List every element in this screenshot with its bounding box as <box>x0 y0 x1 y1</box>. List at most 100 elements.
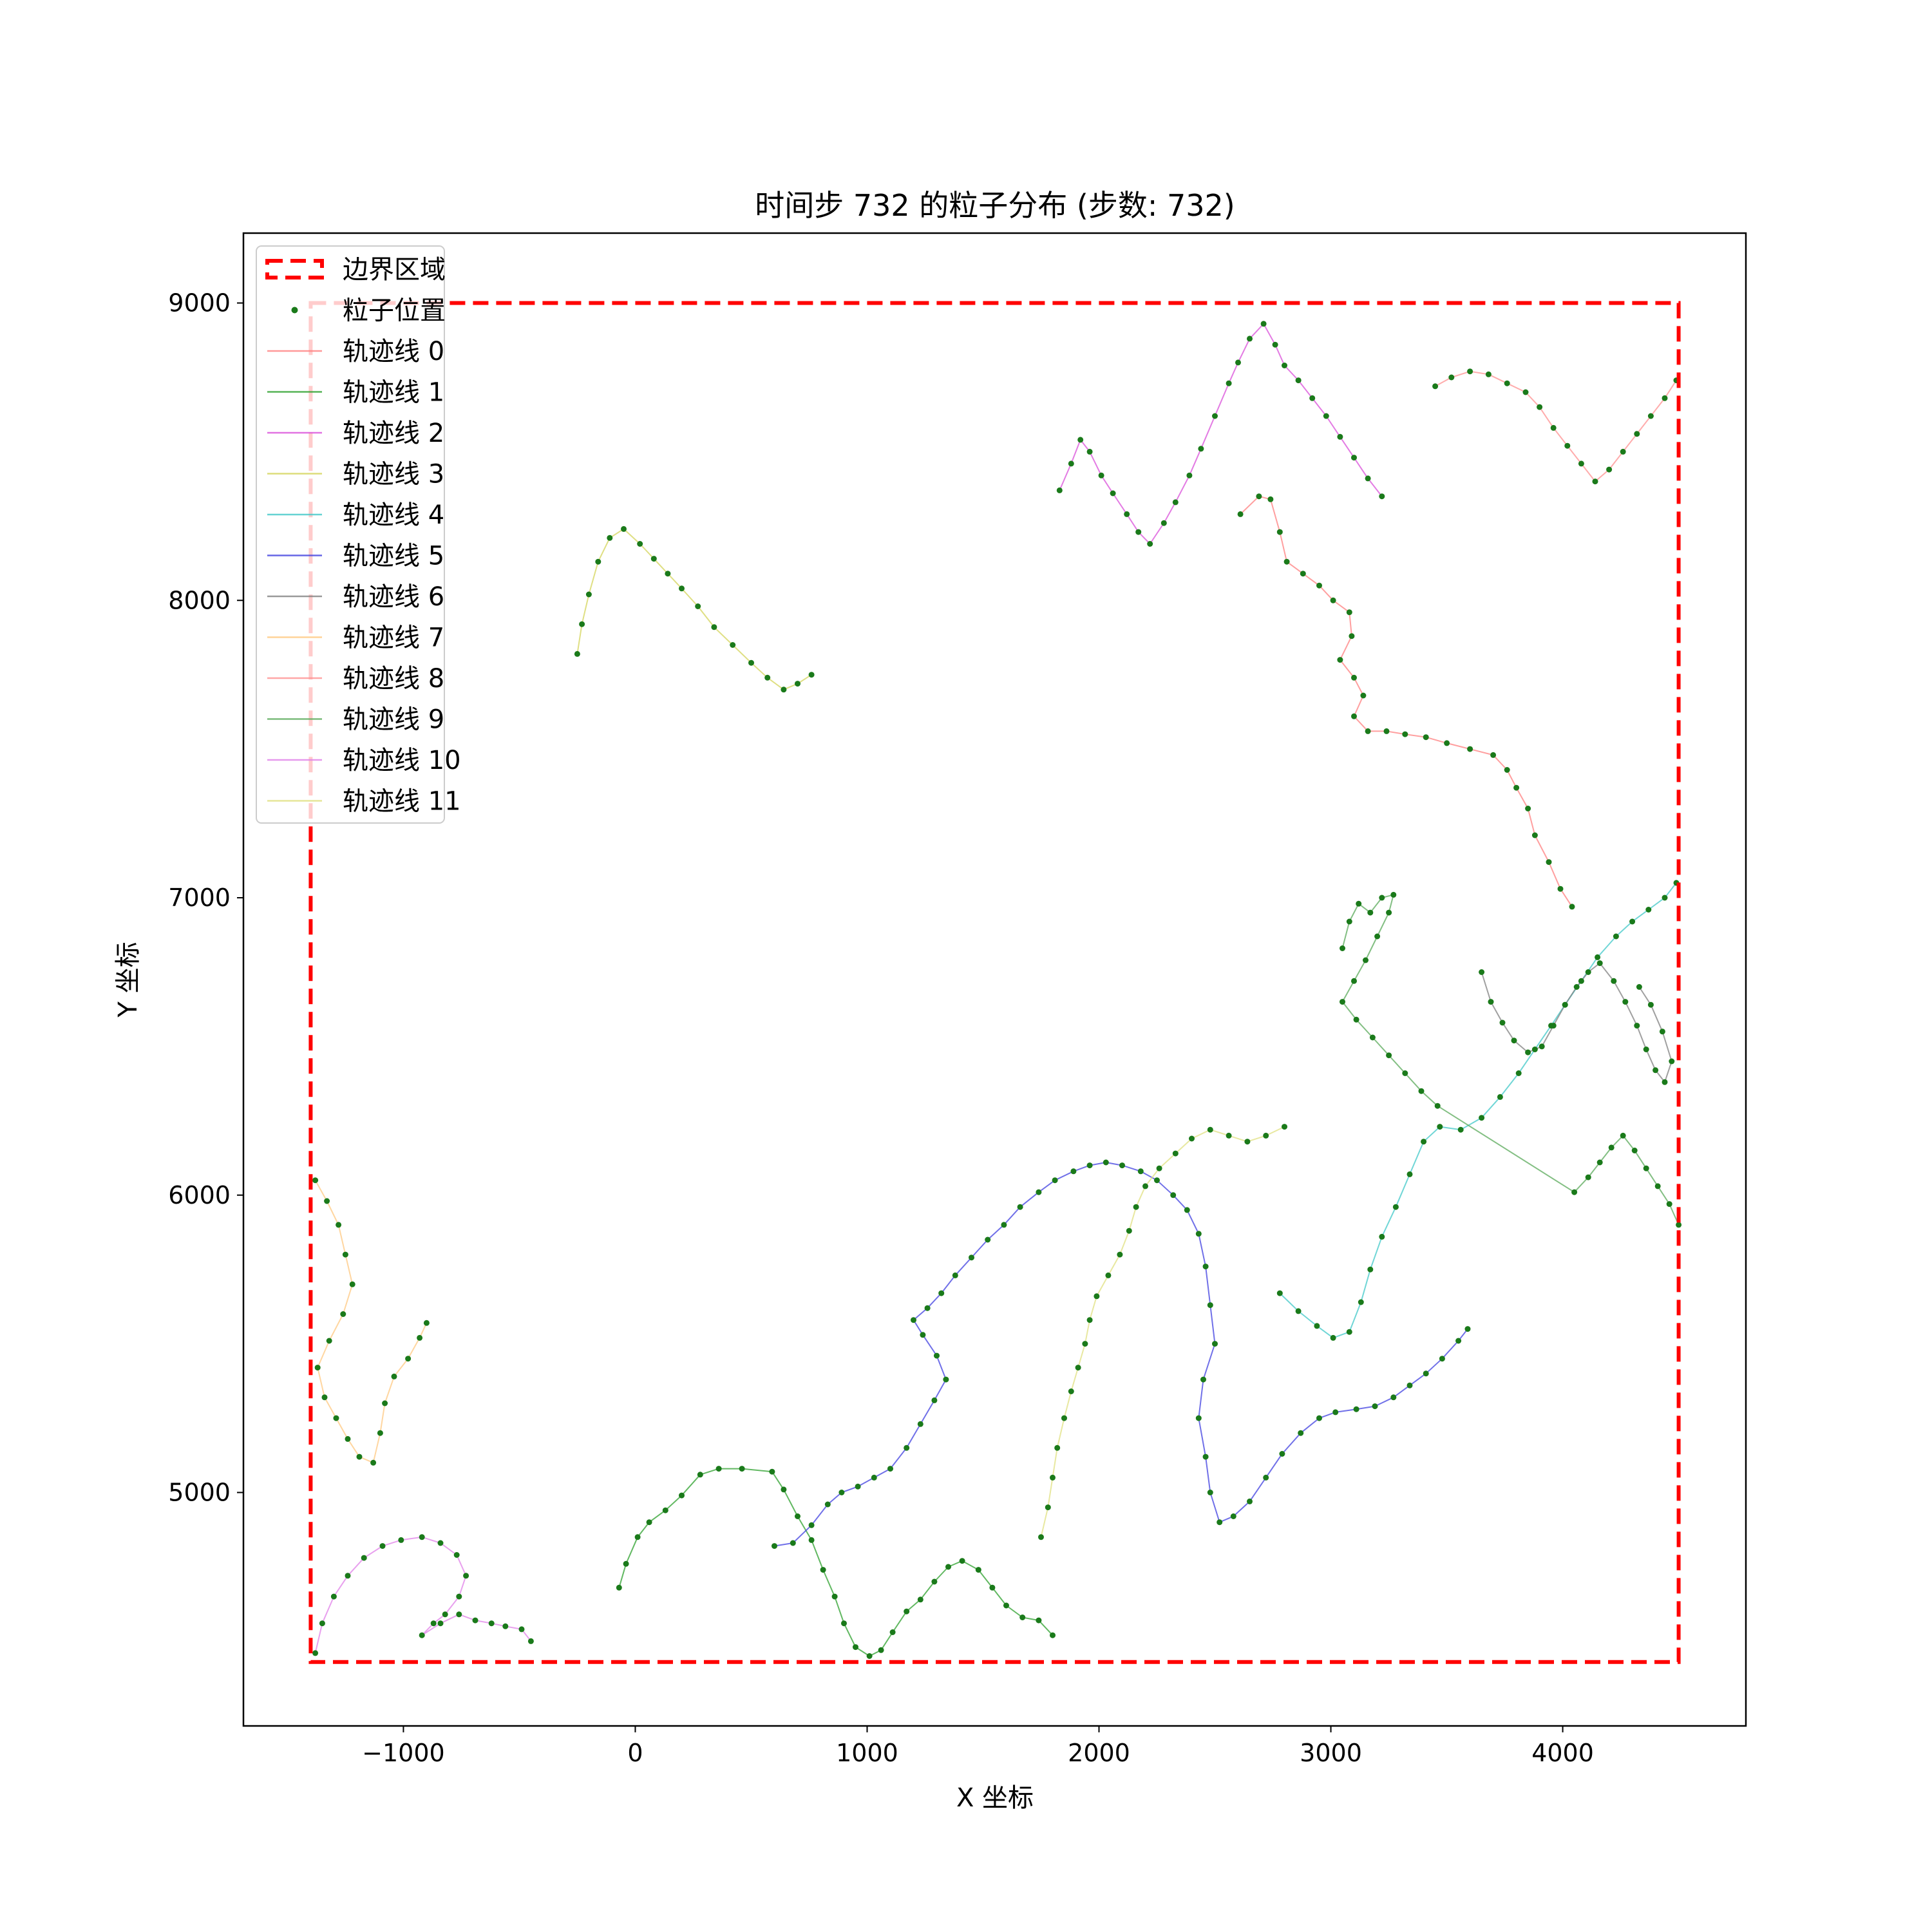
particle-point <box>1212 1341 1218 1347</box>
particle-point <box>333 1415 339 1421</box>
particle-point <box>595 558 601 565</box>
particle-point <box>1606 466 1613 473</box>
particle-point <box>1110 490 1116 497</box>
particle-point <box>1237 511 1244 517</box>
particle-point <box>904 1444 910 1451</box>
particle-point <box>808 1522 815 1528</box>
particle-point <box>1103 1159 1109 1166</box>
particle-point <box>312 1177 319 1184</box>
particle-point <box>924 1305 931 1311</box>
particle-point <box>1267 496 1274 502</box>
particle-point <box>679 585 685 592</box>
particle-point <box>969 1255 974 1261</box>
particle-point <box>1434 1103 1441 1109</box>
particle-point <box>1316 582 1322 589</box>
particle-point <box>1077 437 1084 443</box>
particle-point <box>324 1198 330 1204</box>
legend-label-series-7: 轨迹线 7 <box>343 623 444 653</box>
particle-point <box>1631 1148 1638 1153</box>
particle-point <box>1346 609 1352 616</box>
particle-point <box>1531 1046 1538 1052</box>
particle-point <box>349 1281 355 1287</box>
particle-point <box>1522 389 1529 395</box>
particle-point <box>345 1573 351 1579</box>
particle-point <box>1402 1070 1408 1076</box>
x-tick-label: −1000 <box>362 1739 445 1767</box>
particle-point <box>574 650 580 657</box>
particle-point <box>456 1611 462 1618</box>
particle-point <box>453 1552 460 1558</box>
particle-point <box>1390 891 1397 898</box>
particle-point <box>1562 1001 1568 1008</box>
particle-point <box>1349 633 1355 639</box>
particle-point <box>585 591 592 598</box>
particle-point <box>1070 1168 1077 1175</box>
particle-point <box>781 1486 787 1493</box>
particle-point <box>1276 529 1283 535</box>
x-tick-label: 0 <box>627 1739 643 1767</box>
particle-point <box>616 1584 622 1591</box>
particle-point <box>1340 945 1345 951</box>
particle-point <box>419 1632 425 1638</box>
particle-point <box>442 1611 448 1618</box>
particle-point <box>1260 321 1267 327</box>
particle-point <box>1592 478 1598 485</box>
particle-point <box>1247 1498 1253 1504</box>
legend-label-series-3: 轨迹线 3 <box>343 460 444 489</box>
particle-point <box>419 1534 425 1540</box>
particle-point <box>1263 1474 1269 1481</box>
particle-point <box>1595 954 1601 960</box>
particle-point <box>518 1626 525 1633</box>
y-tick-label: 5000 <box>168 1479 231 1507</box>
legend-label-series-5: 轨迹线 5 <box>343 542 444 571</box>
particle-point <box>1186 472 1193 478</box>
particle-point <box>1075 1365 1081 1371</box>
particle-point <box>1550 424 1557 431</box>
particle-point <box>855 1483 861 1490</box>
particle-point <box>878 1647 884 1653</box>
particle-point <box>1133 1204 1139 1210</box>
particle-point <box>1669 1058 1675 1065</box>
particle-point <box>1282 1124 1287 1130</box>
particle-point <box>959 1558 965 1564</box>
particle-point <box>665 571 671 577</box>
particle-point <box>1105 1272 1112 1278</box>
particle-point <box>679 1492 685 1499</box>
particle-point <box>1086 448 1093 455</box>
particle-point <box>1340 999 1345 1005</box>
particle-point <box>1596 1159 1603 1166</box>
legend-label-series-1: 轨迹线 1 <box>343 378 444 408</box>
particle-point <box>1444 740 1450 746</box>
particle-point <box>430 1620 437 1627</box>
particle-point <box>1323 413 1329 419</box>
particle-point <box>456 1593 462 1600</box>
particle-point <box>1050 1474 1056 1481</box>
particle-point <box>1189 1135 1195 1142</box>
particle-point <box>934 1352 940 1359</box>
particle-point <box>1353 1016 1359 1023</box>
particle-point <box>1406 1382 1413 1388</box>
particle-point <box>1358 1299 1364 1305</box>
particle-point <box>1643 1165 1649 1171</box>
particle-point <box>1550 1023 1557 1029</box>
particle-point <box>437 1540 444 1546</box>
particle-point <box>1432 383 1439 390</box>
particle-point <box>1295 377 1302 384</box>
particle-point <box>1585 1174 1591 1180</box>
particle-point <box>931 1578 938 1585</box>
particle-point <box>1351 455 1357 461</box>
legend-label-series-4: 轨迹线 4 <box>343 500 444 530</box>
particle-point <box>1645 907 1652 913</box>
particle-point <box>1314 1323 1320 1329</box>
particle-point <box>314 1365 321 1371</box>
particle-point <box>1467 368 1473 375</box>
particle-point <box>695 603 701 609</box>
particle-point <box>1200 1376 1206 1383</box>
particle-point <box>1455 1338 1462 1344</box>
particle-point <box>488 1620 495 1627</box>
legend-label-series-2: 轨迹线 2 <box>343 419 444 448</box>
particle-point <box>1337 657 1343 663</box>
particle-point <box>1479 1115 1485 1121</box>
particle-point <box>1298 1430 1304 1436</box>
